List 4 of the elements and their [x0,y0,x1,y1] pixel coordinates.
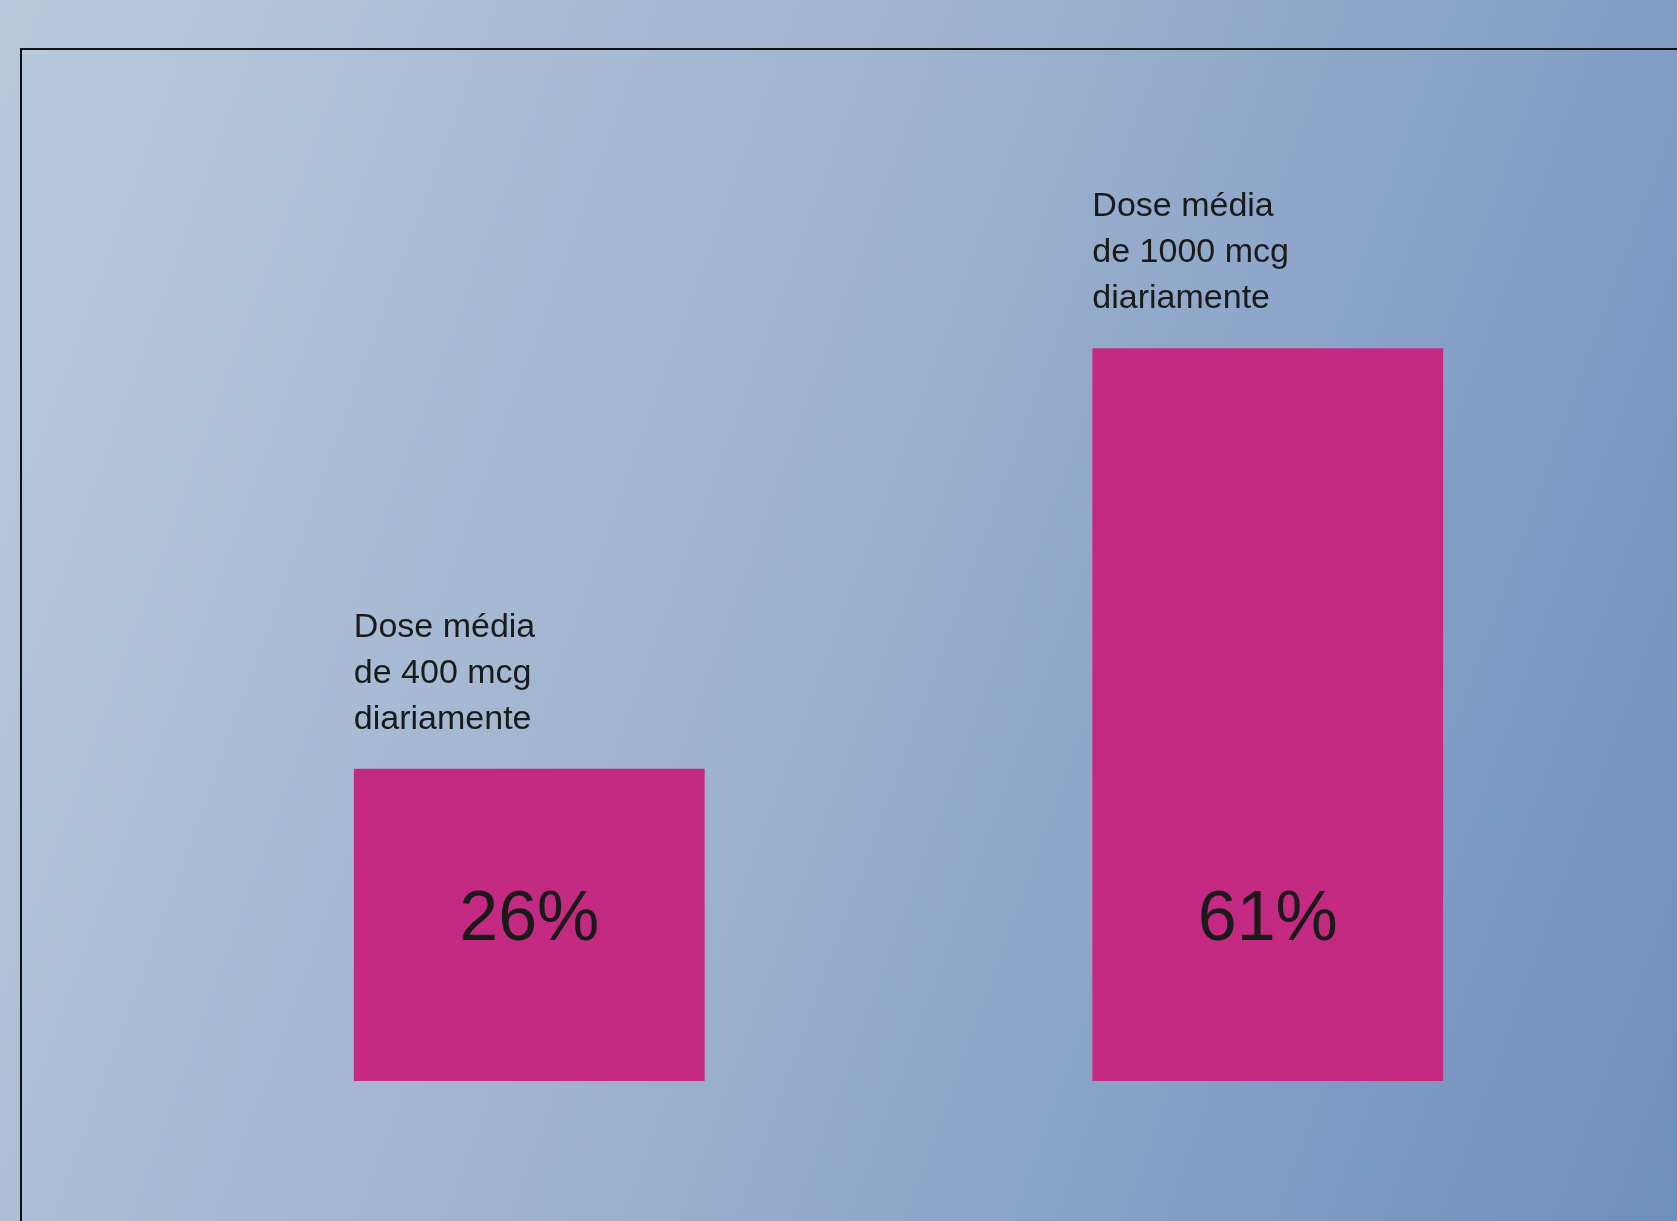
x-tick-label: Dose média de 1000 mcg diariamente [1092,185,1289,316]
data-label: 61% [1197,877,1338,956]
x-tick-label: Dose média de 400 mcg diariamente [353,605,536,736]
data-label: 26% [459,877,600,956]
